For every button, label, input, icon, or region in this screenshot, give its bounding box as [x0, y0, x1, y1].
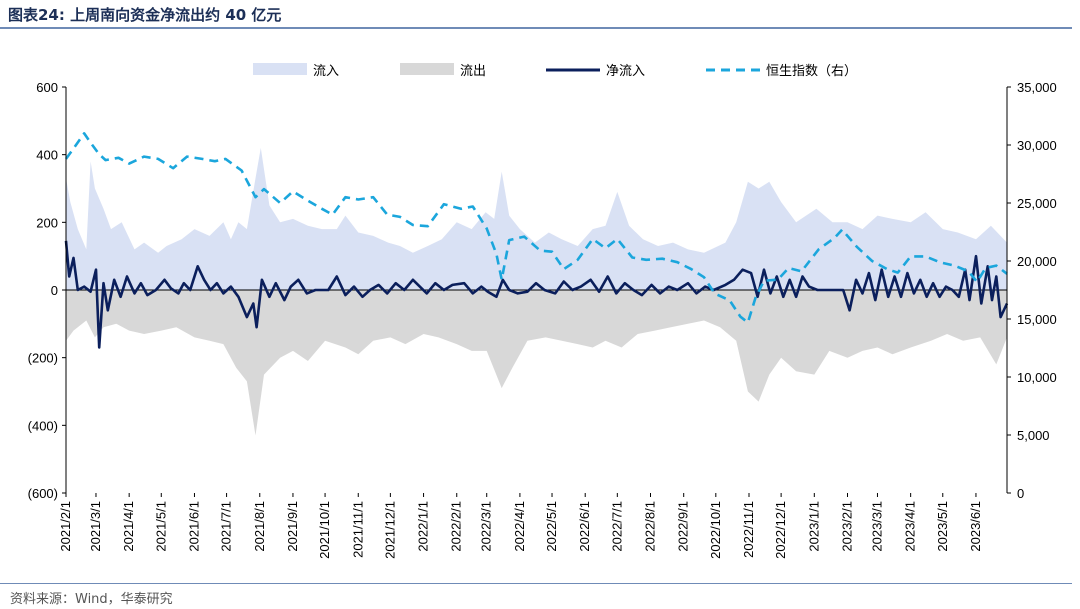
x-axis-tick-label: 2021/9/1: [285, 501, 300, 552]
x-axis-tick-label: 2021/3/1: [88, 501, 103, 552]
x-axis-tick-label: 2022/4/1: [512, 501, 527, 552]
left-axis-tick-label: 600: [36, 80, 58, 95]
x-axis-tick-label: 2022/10/1: [708, 501, 723, 559]
right-axis-tick-label: 30,000: [1017, 138, 1057, 153]
x-axis-tick-label: 2021/5/1: [153, 501, 168, 552]
x-axis-tick-label: 2023/6/1: [968, 501, 983, 552]
figure-title: 图表24: 上周南向资金净流出约 40 亿元: [8, 6, 282, 24]
x-axis-tick-label: 2022/9/1: [676, 501, 691, 552]
right-axis-tick-label: 0: [1017, 486, 1024, 501]
net-inflow-line: [64, 240, 1009, 349]
x-axis-tick-label: 2021/10/1: [317, 501, 332, 559]
x-axis-tick-label: 2023/5/1: [935, 501, 950, 552]
right-axis-tick-label: 5,000: [1017, 428, 1050, 443]
x-axis-tick-label: 2022/2/1: [449, 501, 464, 552]
legend-outflow-swatch: [400, 63, 454, 75]
southbound-flow-chart: 600 400 200 0 (200) (400) (600) 35,000 30,000 25,…: [28, 63, 1057, 559]
x-axis-tick-label: 2021/11/1: [350, 501, 365, 558]
left-axis-tick-label: 200: [36, 215, 58, 230]
x-axis-tick-label: 2022/6/1: [577, 501, 592, 552]
x-axis-tick-label: 2021/7/1: [219, 501, 234, 552]
title-divider: [0, 27, 1072, 29]
x-axis-tick-label: 2021/12/1: [382, 501, 397, 559]
left-axis-tick-label: (600): [28, 486, 58, 501]
x-axis-tick-label: 2022/5/1: [544, 501, 559, 552]
right-axis-tick-label: 10,000: [1017, 370, 1057, 385]
legend-inflow-label: 流入: [313, 63, 339, 78]
left-axis-tick-label: 0: [51, 283, 58, 298]
x-axis-tick-label: 2021/4/1: [121, 501, 136, 552]
right-axis-tick-label: 25,000: [1017, 196, 1057, 211]
source-note: 资料来源：Wind，华泰研究: [10, 592, 173, 607]
right-axis-tick-label: 15,000: [1017, 312, 1057, 327]
x-axis-tick-label: 2023/4/1: [903, 501, 918, 552]
outflow-area: [66, 290, 1007, 436]
x-axis-tick-label: 2021/8/1: [252, 501, 267, 552]
inflow-area: [66, 147, 1007, 290]
legend-inflow-swatch: [253, 63, 307, 75]
x-axis-tick-label: 2022/8/1: [643, 501, 658, 552]
footer-divider: [0, 583, 1072, 584]
left-axis-tick-label: (400): [28, 418, 58, 433]
x-axis-tick-label: 2022/7/1: [609, 501, 624, 552]
legend-hang-seng-label: 恒生指数（右）: [766, 63, 857, 78]
x-axis-tick-label: 2022/3/1: [479, 501, 494, 552]
x-axis-tick-label: 2023/3/1: [869, 501, 884, 552]
x-axis-tick-label: 2023/1/1: [806, 501, 821, 552]
x-axis-tick-label: 2022/12/1: [773, 501, 788, 559]
legend-outflow-label: 流出: [460, 63, 486, 78]
x-axis-tick-label: 2022/1/1: [416, 501, 431, 552]
x-axis-tick-label: 2022/11/1: [741, 501, 756, 558]
left-axis-tick-label: 400: [36, 148, 58, 163]
right-axis-tick-label: 35,000: [1017, 80, 1057, 95]
right-axis-tick-label: 20,000: [1017, 254, 1057, 269]
x-axis-tick-label: 2021/2/1: [58, 501, 73, 552]
x-axis-tick-label: 2023/2/1: [839, 501, 854, 552]
hang-seng-index-line: [64, 132, 1008, 324]
x-axis-tick-label: 2021/6/1: [186, 501, 201, 552]
left-axis-tick-label: (200): [28, 351, 58, 366]
legend-net-inflow-label: 净流入: [606, 63, 645, 78]
